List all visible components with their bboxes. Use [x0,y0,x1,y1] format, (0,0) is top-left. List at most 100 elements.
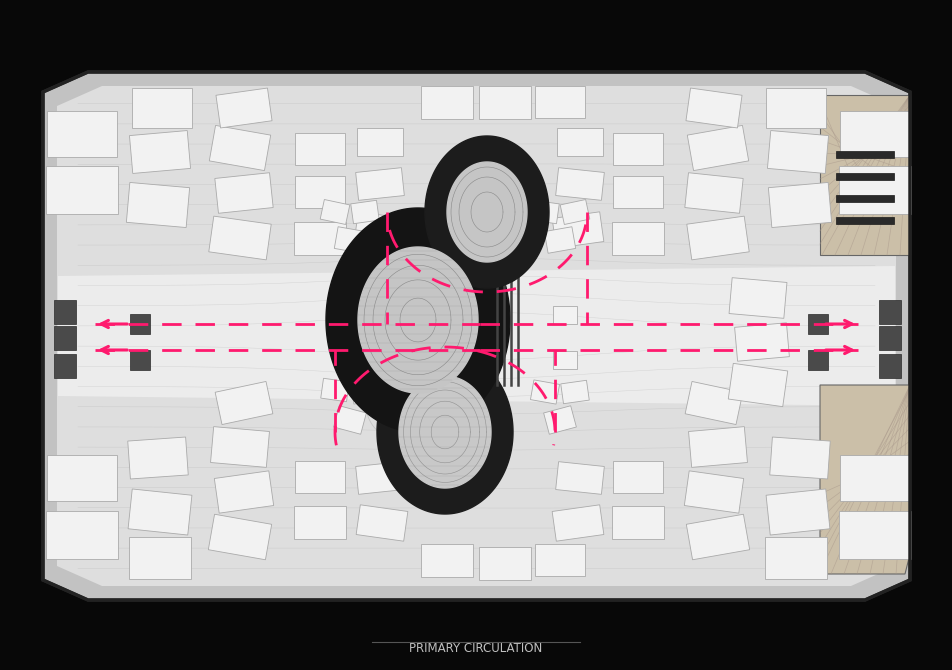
Polygon shape [321,379,348,402]
Polygon shape [734,323,788,361]
Polygon shape [611,505,664,539]
Polygon shape [129,537,190,579]
Polygon shape [611,222,664,255]
Polygon shape [835,194,893,202]
Polygon shape [54,354,76,378]
Polygon shape [320,200,349,224]
Polygon shape [425,136,548,288]
Polygon shape [838,166,910,214]
Polygon shape [43,72,909,600]
Polygon shape [210,427,269,468]
Polygon shape [350,380,379,404]
Polygon shape [819,385,909,574]
Polygon shape [764,537,826,579]
Polygon shape [765,489,829,535]
Polygon shape [684,381,742,425]
Polygon shape [543,406,576,434]
Polygon shape [727,363,787,407]
Polygon shape [479,86,530,119]
Polygon shape [530,200,559,224]
Polygon shape [132,88,191,128]
Polygon shape [766,131,827,174]
Polygon shape [685,88,742,128]
Polygon shape [839,111,909,157]
Polygon shape [685,515,749,559]
Polygon shape [421,86,472,119]
Polygon shape [350,200,379,224]
Polygon shape [684,471,743,513]
Polygon shape [686,125,748,171]
Polygon shape [293,505,346,539]
Polygon shape [355,168,404,200]
Polygon shape [355,462,404,494]
Polygon shape [728,277,786,318]
Polygon shape [839,455,909,501]
Polygon shape [819,95,909,255]
Polygon shape [687,427,746,468]
Polygon shape [838,511,910,559]
Polygon shape [551,505,604,541]
Polygon shape [556,128,603,156]
Polygon shape [544,226,575,253]
Polygon shape [421,543,472,576]
Polygon shape [878,326,900,350]
Polygon shape [214,471,273,513]
Polygon shape [129,131,190,174]
Polygon shape [46,511,118,559]
Polygon shape [807,350,827,370]
Polygon shape [835,151,893,157]
Polygon shape [835,172,893,180]
Polygon shape [555,168,604,200]
Polygon shape [46,166,118,214]
Polygon shape [552,351,576,369]
Polygon shape [534,86,585,118]
Polygon shape [767,182,831,228]
Text: PRIMARY CIRCULATION: PRIMARY CIRCULATION [409,641,542,655]
Polygon shape [295,176,345,208]
Polygon shape [367,351,391,369]
Polygon shape [555,462,604,494]
Polygon shape [54,300,76,324]
Polygon shape [354,212,406,248]
Polygon shape [769,437,829,479]
Polygon shape [534,544,585,576]
Polygon shape [367,306,391,324]
Polygon shape [129,350,149,370]
Polygon shape [209,125,270,171]
Polygon shape [878,354,900,378]
Polygon shape [878,300,900,324]
Polygon shape [479,547,530,580]
Polygon shape [208,216,271,260]
Polygon shape [215,381,272,425]
Polygon shape [446,162,526,262]
Polygon shape [208,515,271,559]
Polygon shape [128,489,191,535]
Polygon shape [57,86,895,586]
Polygon shape [127,182,189,228]
Polygon shape [560,200,589,224]
Polygon shape [295,133,345,165]
Polygon shape [293,222,346,255]
Polygon shape [58,266,894,406]
Polygon shape [765,88,825,128]
Polygon shape [129,314,149,334]
Polygon shape [214,173,273,213]
Polygon shape [333,406,366,434]
Polygon shape [807,314,827,334]
Polygon shape [612,461,663,493]
Polygon shape [128,437,188,479]
Polygon shape [216,88,271,128]
Polygon shape [326,208,509,432]
Polygon shape [334,226,366,253]
Polygon shape [47,111,117,157]
Polygon shape [356,505,407,541]
Polygon shape [54,326,76,350]
Polygon shape [560,381,588,404]
Polygon shape [530,380,559,404]
Polygon shape [686,216,748,260]
Polygon shape [47,455,117,501]
Polygon shape [377,350,512,514]
Polygon shape [399,376,490,488]
Polygon shape [295,461,345,493]
Polygon shape [612,176,663,208]
